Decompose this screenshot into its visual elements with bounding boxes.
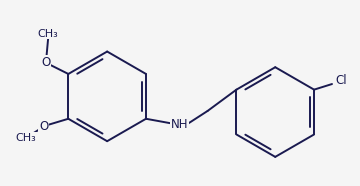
Text: CH₃: CH₃ bbox=[15, 133, 36, 143]
Text: Cl: Cl bbox=[335, 74, 347, 87]
Text: O: O bbox=[41, 56, 50, 69]
Text: O: O bbox=[39, 120, 48, 133]
Text: NH: NH bbox=[171, 118, 188, 131]
Text: CH₃: CH₃ bbox=[38, 29, 59, 39]
